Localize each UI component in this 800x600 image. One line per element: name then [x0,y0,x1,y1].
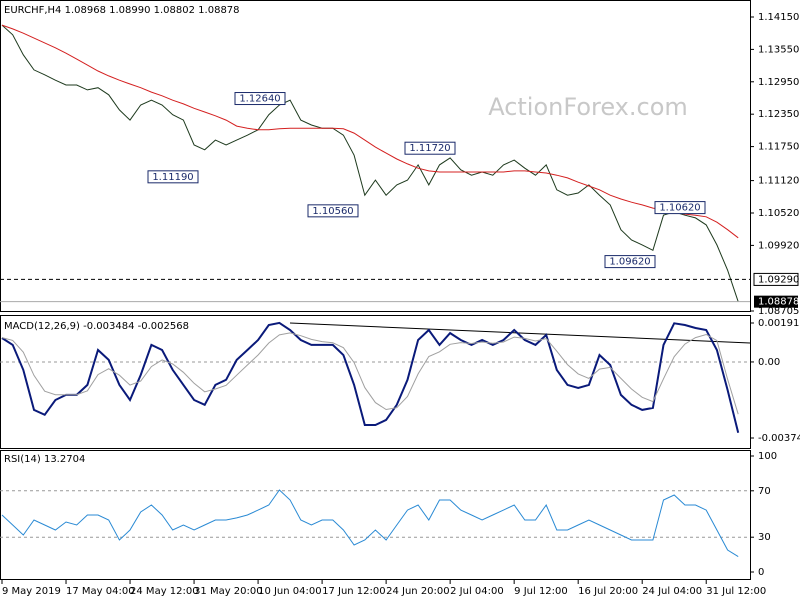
level-box [753,272,799,286]
series-line [1,24,739,302]
annotation-box [307,204,359,218]
annotation-label: 1.10620 [659,203,700,214]
annotation-box [147,170,199,184]
annotation-label: 1.11190 [152,172,193,183]
y-tick-label: 1.13550 [758,44,799,55]
x-tick-label: 24 Jun 20:00 [386,586,450,597]
last-price-box [754,295,798,308]
y-tick-label: 1.12350 [758,109,799,120]
y-tick-label: 1.14150 [758,12,799,23]
x-tick-label: 31 May 20:00 [194,586,263,597]
x-tick-label: 24 May 12:00 [130,586,199,597]
annotation-label: 1.11720 [409,143,450,154]
y-tick-label: 1.11120 [758,176,799,187]
price-panel [0,0,751,312]
x-tick-label: 17 May 04:00 [66,586,135,597]
x-tick-label: 17 Jun 12:00 [322,586,386,597]
y-tick-label: 70 [758,486,771,497]
last-price-label: 1.08878 [758,297,799,308]
annotation-box [404,141,456,155]
y-tick-label: 100 [758,451,777,462]
y-tick-label: 1.11750 [758,142,799,153]
y-tick-label: 30 [758,532,771,543]
panel-title: MACD(12,26,9) -0.003484 -0.002568 [4,321,189,332]
x-tick-label: 9 Jul 12:00 [514,586,568,597]
panel-title: EURCHF,H4 1.08968 1.08990 1.08802 1.0887… [4,5,240,16]
panel-title: RSI(14) 13.2704 [4,454,85,465]
series-line [1,24,739,239]
series-line [1,332,739,415]
y-tick-label: 1.09920 [758,240,799,251]
macd-panel [0,315,751,449]
x-tick-label: 10 Jun 04:00 [258,586,322,597]
series-line [1,489,739,558]
trend-line [289,322,751,344]
rsi-panel [0,450,751,580]
annotation-box [604,255,656,269]
x-tick-label: 24 Jul 04:00 [642,586,702,597]
annotation-label: 1.12640 [239,94,280,105]
x-tick-label: 2 Jul 04:00 [450,586,504,597]
y-tick-label: 1.10520 [758,208,799,219]
y-tick-label: 0.00 [758,357,780,368]
watermark: ActionForex.com [488,93,688,121]
annotation-box [654,201,706,215]
annotation-box [234,92,286,106]
y-tick-label: 0.001916 [758,318,800,329]
series-line [1,321,740,434]
y-tick-label: -0.003741 [758,433,800,444]
y-tick-label: 1.08705 [758,306,799,317]
annotation-label: 1.09620 [609,257,650,268]
x-tick-label: 16 Jul 20:00 [578,586,638,597]
level-label: 1.09290 [758,274,799,285]
x-tick-label: 31 Jul 12:00 [706,586,766,597]
y-tick-label: 0 [758,567,764,578]
y-tick-label: 1.12950 [758,77,799,88]
x-tick-label: 9 May 2019 [2,586,61,597]
annotation-label: 1.10560 [312,206,353,217]
